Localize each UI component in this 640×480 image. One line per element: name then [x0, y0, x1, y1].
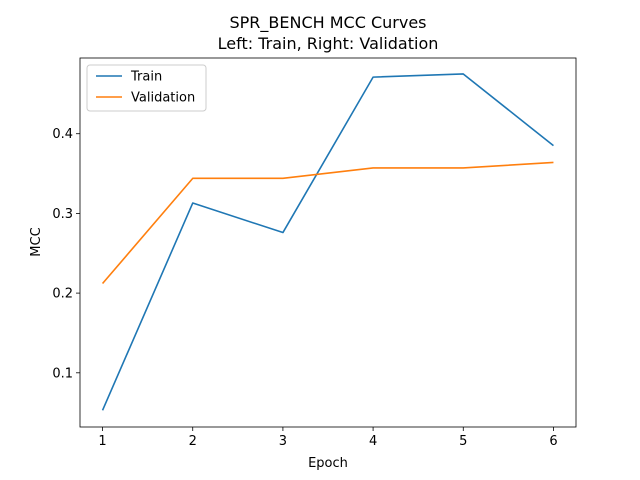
- series-layer: [101, 73, 554, 411]
- x-tick-label: 1: [98, 434, 106, 449]
- chart-title: SPR_BENCH MCC Curves: [229, 13, 426, 33]
- chart-subtitle: Left: Train, Right: Validation: [218, 34, 439, 53]
- legend-validation-label: Validation: [131, 91, 195, 106]
- x-tick-label: 2: [189, 434, 197, 449]
- x-axis-label: Epoch: [308, 456, 348, 471]
- x-tick-label: 5: [459, 434, 467, 449]
- y-axis-label: MCC: [29, 227, 44, 256]
- x-axis-ticks: 1 2 3 4 5 6: [98, 427, 558, 449]
- legend-train-label: Train: [130, 70, 162, 85]
- y-tick-label: 0.1: [52, 366, 73, 381]
- y-tick-label: 0.4: [52, 127, 73, 142]
- plot-area: [80, 58, 576, 427]
- series-line-validation: [101, 161, 554, 285]
- series-line-train: [101, 73, 554, 411]
- x-tick-label: 6: [549, 434, 557, 449]
- legend: Train Validation: [86, 64, 207, 112]
- y-axis-ticks: 0.1 0.2 0.3 0.4: [52, 127, 80, 381]
- y-tick-label: 0.3: [52, 207, 73, 222]
- plot-frame: [79, 57, 577, 428]
- x-tick-label: 4: [369, 434, 377, 449]
- x-tick-label: 3: [279, 434, 287, 449]
- y-tick-label: 0.2: [52, 287, 73, 302]
